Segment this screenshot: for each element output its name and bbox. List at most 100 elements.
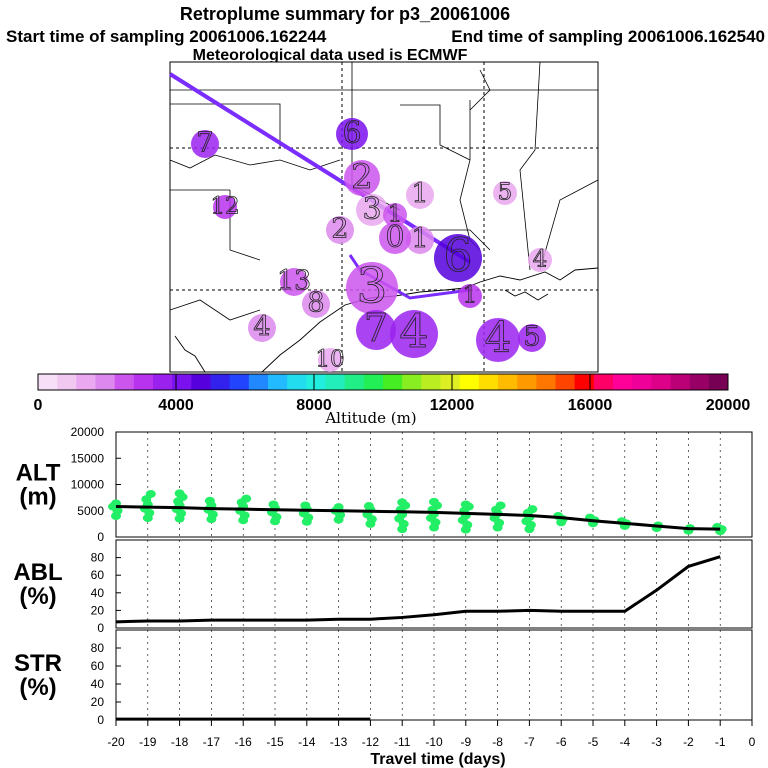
cluster-dot xyxy=(458,284,482,308)
abl-series-line xyxy=(115,555,721,624)
y-tick-label: 20 xyxy=(91,695,105,709)
x-tick-label: -2 xyxy=(683,735,694,749)
y-tick-label: 10000 xyxy=(71,478,105,492)
x-tick-label: -3 xyxy=(651,735,662,749)
colorbar-cell xyxy=(708,374,729,390)
colorbar-tick-label: 16000 xyxy=(568,397,613,414)
coastline xyxy=(174,267,599,373)
colorbar-cell xyxy=(57,374,77,390)
cluster-day-label: 1 xyxy=(411,224,428,255)
colorbar-tick-label: 4000 xyxy=(158,397,194,414)
altitude-colorbar: 0 4000 8000 12000 16000 20000 Altitude (m) xyxy=(34,373,751,427)
cluster-dot xyxy=(344,160,380,196)
colorbar-xlabel: Altitude (m) xyxy=(324,409,416,427)
cluster-day-label: 4 xyxy=(533,247,548,273)
y-tick-label: 5000 xyxy=(77,504,104,518)
cluster-dot xyxy=(518,324,546,352)
cluster-dot xyxy=(476,318,520,362)
colorbar-cell xyxy=(440,374,461,390)
cluster-dot xyxy=(528,248,552,272)
colorbar-tick-label: 0 xyxy=(34,397,43,414)
cluster-dot xyxy=(302,290,330,318)
cluster-dot xyxy=(280,268,308,296)
colorbar-cell xyxy=(478,374,499,390)
alt-point xyxy=(174,489,185,498)
alt-point xyxy=(429,497,439,506)
x-tick-label: -10 xyxy=(425,735,443,749)
y-tick-label: 0 xyxy=(97,621,104,635)
colorbar-cell xyxy=(555,374,576,390)
colorbar-cell xyxy=(363,374,384,390)
x-tick-label: 0 xyxy=(749,735,756,749)
panel-ylabel: (m) xyxy=(19,484,56,511)
colorbar-cell xyxy=(498,374,518,390)
alt-point xyxy=(268,500,279,509)
panel-ylabel: (%) xyxy=(19,674,56,701)
cluster-dot xyxy=(406,181,434,209)
cluster-dot xyxy=(493,181,517,205)
x-tick-label: -12 xyxy=(362,735,380,749)
cluster-day-label: 7 xyxy=(196,128,213,159)
colorbar-cell xyxy=(517,374,537,390)
colorbar-cell xyxy=(670,374,691,390)
x-tick-label: -15 xyxy=(266,735,284,749)
colorbar-cell xyxy=(632,374,652,390)
panel-ylabel: ALT xyxy=(16,460,61,487)
cluster-day-label: 1 xyxy=(411,179,428,210)
alt-point xyxy=(300,501,311,510)
cluster-day-label: 3 xyxy=(356,257,387,314)
colorbar-cell xyxy=(172,374,192,390)
cluster-dot xyxy=(318,348,342,372)
x-tick-label: -20 xyxy=(107,735,125,749)
cluster-day-label: 10 xyxy=(315,347,344,373)
colorbar-cell xyxy=(153,374,173,390)
cluster-day-label: 13 xyxy=(277,266,311,297)
colorbar-cell xyxy=(459,374,480,390)
cluster-dot xyxy=(434,234,482,282)
colorbar-tick-label: 12000 xyxy=(430,397,475,414)
colorbar-tick-label: 20000 xyxy=(706,397,751,414)
y-tick-label: 40 xyxy=(91,586,105,600)
colorbar-cell xyxy=(210,374,231,390)
x-tick-label: -1 xyxy=(715,735,726,749)
colorbar-cell xyxy=(689,374,710,390)
cluster-day-label: 2 xyxy=(331,214,348,245)
x-tick-label: -13 xyxy=(330,735,348,749)
x-tick-label: -8 xyxy=(492,735,503,749)
cluster-dot xyxy=(326,216,354,244)
colorbar-cell xyxy=(344,374,365,390)
alt-median-line xyxy=(115,505,721,531)
state-boundaries xyxy=(169,61,599,321)
cluster-day-label: 5 xyxy=(498,180,513,206)
alt-point xyxy=(333,503,344,512)
colorbar-cell xyxy=(114,374,135,390)
colorbar-cell xyxy=(191,374,211,390)
colorbar-cell xyxy=(306,374,326,390)
figure-title: Retroplume summary for p3_20061006 xyxy=(180,4,510,24)
colorbar-cell xyxy=(133,374,154,390)
colorbar-cell xyxy=(574,374,595,390)
map-gridlines xyxy=(170,62,598,372)
str-panel: 0 20 40 60 80 STR(%) xyxy=(14,629,753,727)
cluster-dot xyxy=(346,262,398,314)
cluster-day-label: 8 xyxy=(307,288,324,319)
x-tick-label: -6 xyxy=(556,735,567,749)
cluster-dot xyxy=(383,203,407,227)
y-tick-label: 80 xyxy=(91,551,105,565)
cluster-dot xyxy=(379,222,411,254)
cluster-day-label: 1 xyxy=(463,283,478,309)
x-tick-label: -16 xyxy=(235,735,253,749)
alt-point xyxy=(241,494,252,503)
colorbar-cell xyxy=(95,374,116,390)
x-tick-label: -17 xyxy=(203,735,221,749)
colorbar-cell xyxy=(421,374,441,390)
start-time-label: Start time of sampling 20061006.162244 xyxy=(6,27,327,46)
panel-ylabel: (%) xyxy=(19,583,56,610)
x-tick-label: -7 xyxy=(524,735,535,749)
x-tick-label: -18 xyxy=(171,735,189,749)
cluster-dot xyxy=(213,195,237,219)
cluster-day-label: 4 xyxy=(485,313,512,362)
abl-panel: 0 20 40 60 80 ABL(%) xyxy=(13,539,753,635)
cluster-day-label: 12 xyxy=(210,194,239,220)
